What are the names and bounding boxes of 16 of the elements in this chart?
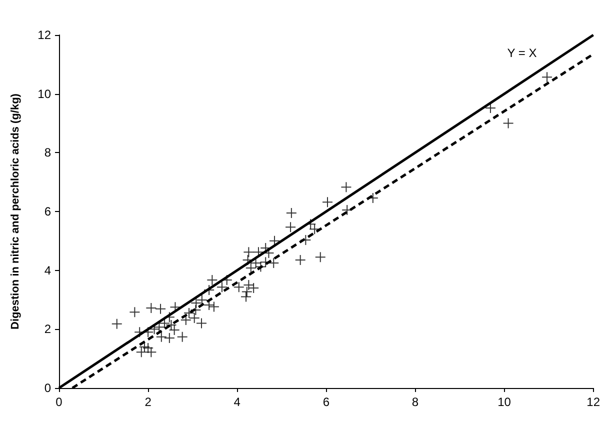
y-axis-title: Digestion in nitric and perchloric acids (g/kg): [10, 93, 22, 330]
y-tick-label: 4: [44, 263, 52, 278]
x-tick-label: 6: [322, 395, 330, 409]
x-tick-label: 12: [586, 395, 600, 409]
y-tick-label: 0: [44, 381, 52, 395]
x-tick-label: 4: [234, 395, 241, 409]
x-tick-label: 2: [144, 395, 152, 409]
y-tick-label: 10: [38, 86, 52, 101]
y-tick-label: 6: [44, 204, 52, 218]
x-tick-label: 10: [498, 395, 512, 409]
annotation: Y = X: [507, 46, 537, 60]
x-tick-label: 0: [56, 395, 63, 409]
y-tick-label: 2: [44, 322, 52, 336]
y-tick-label: 12: [38, 28, 52, 42]
y-tick-label: 8: [44, 146, 52, 160]
x-tick-label: 8: [412, 395, 419, 409]
